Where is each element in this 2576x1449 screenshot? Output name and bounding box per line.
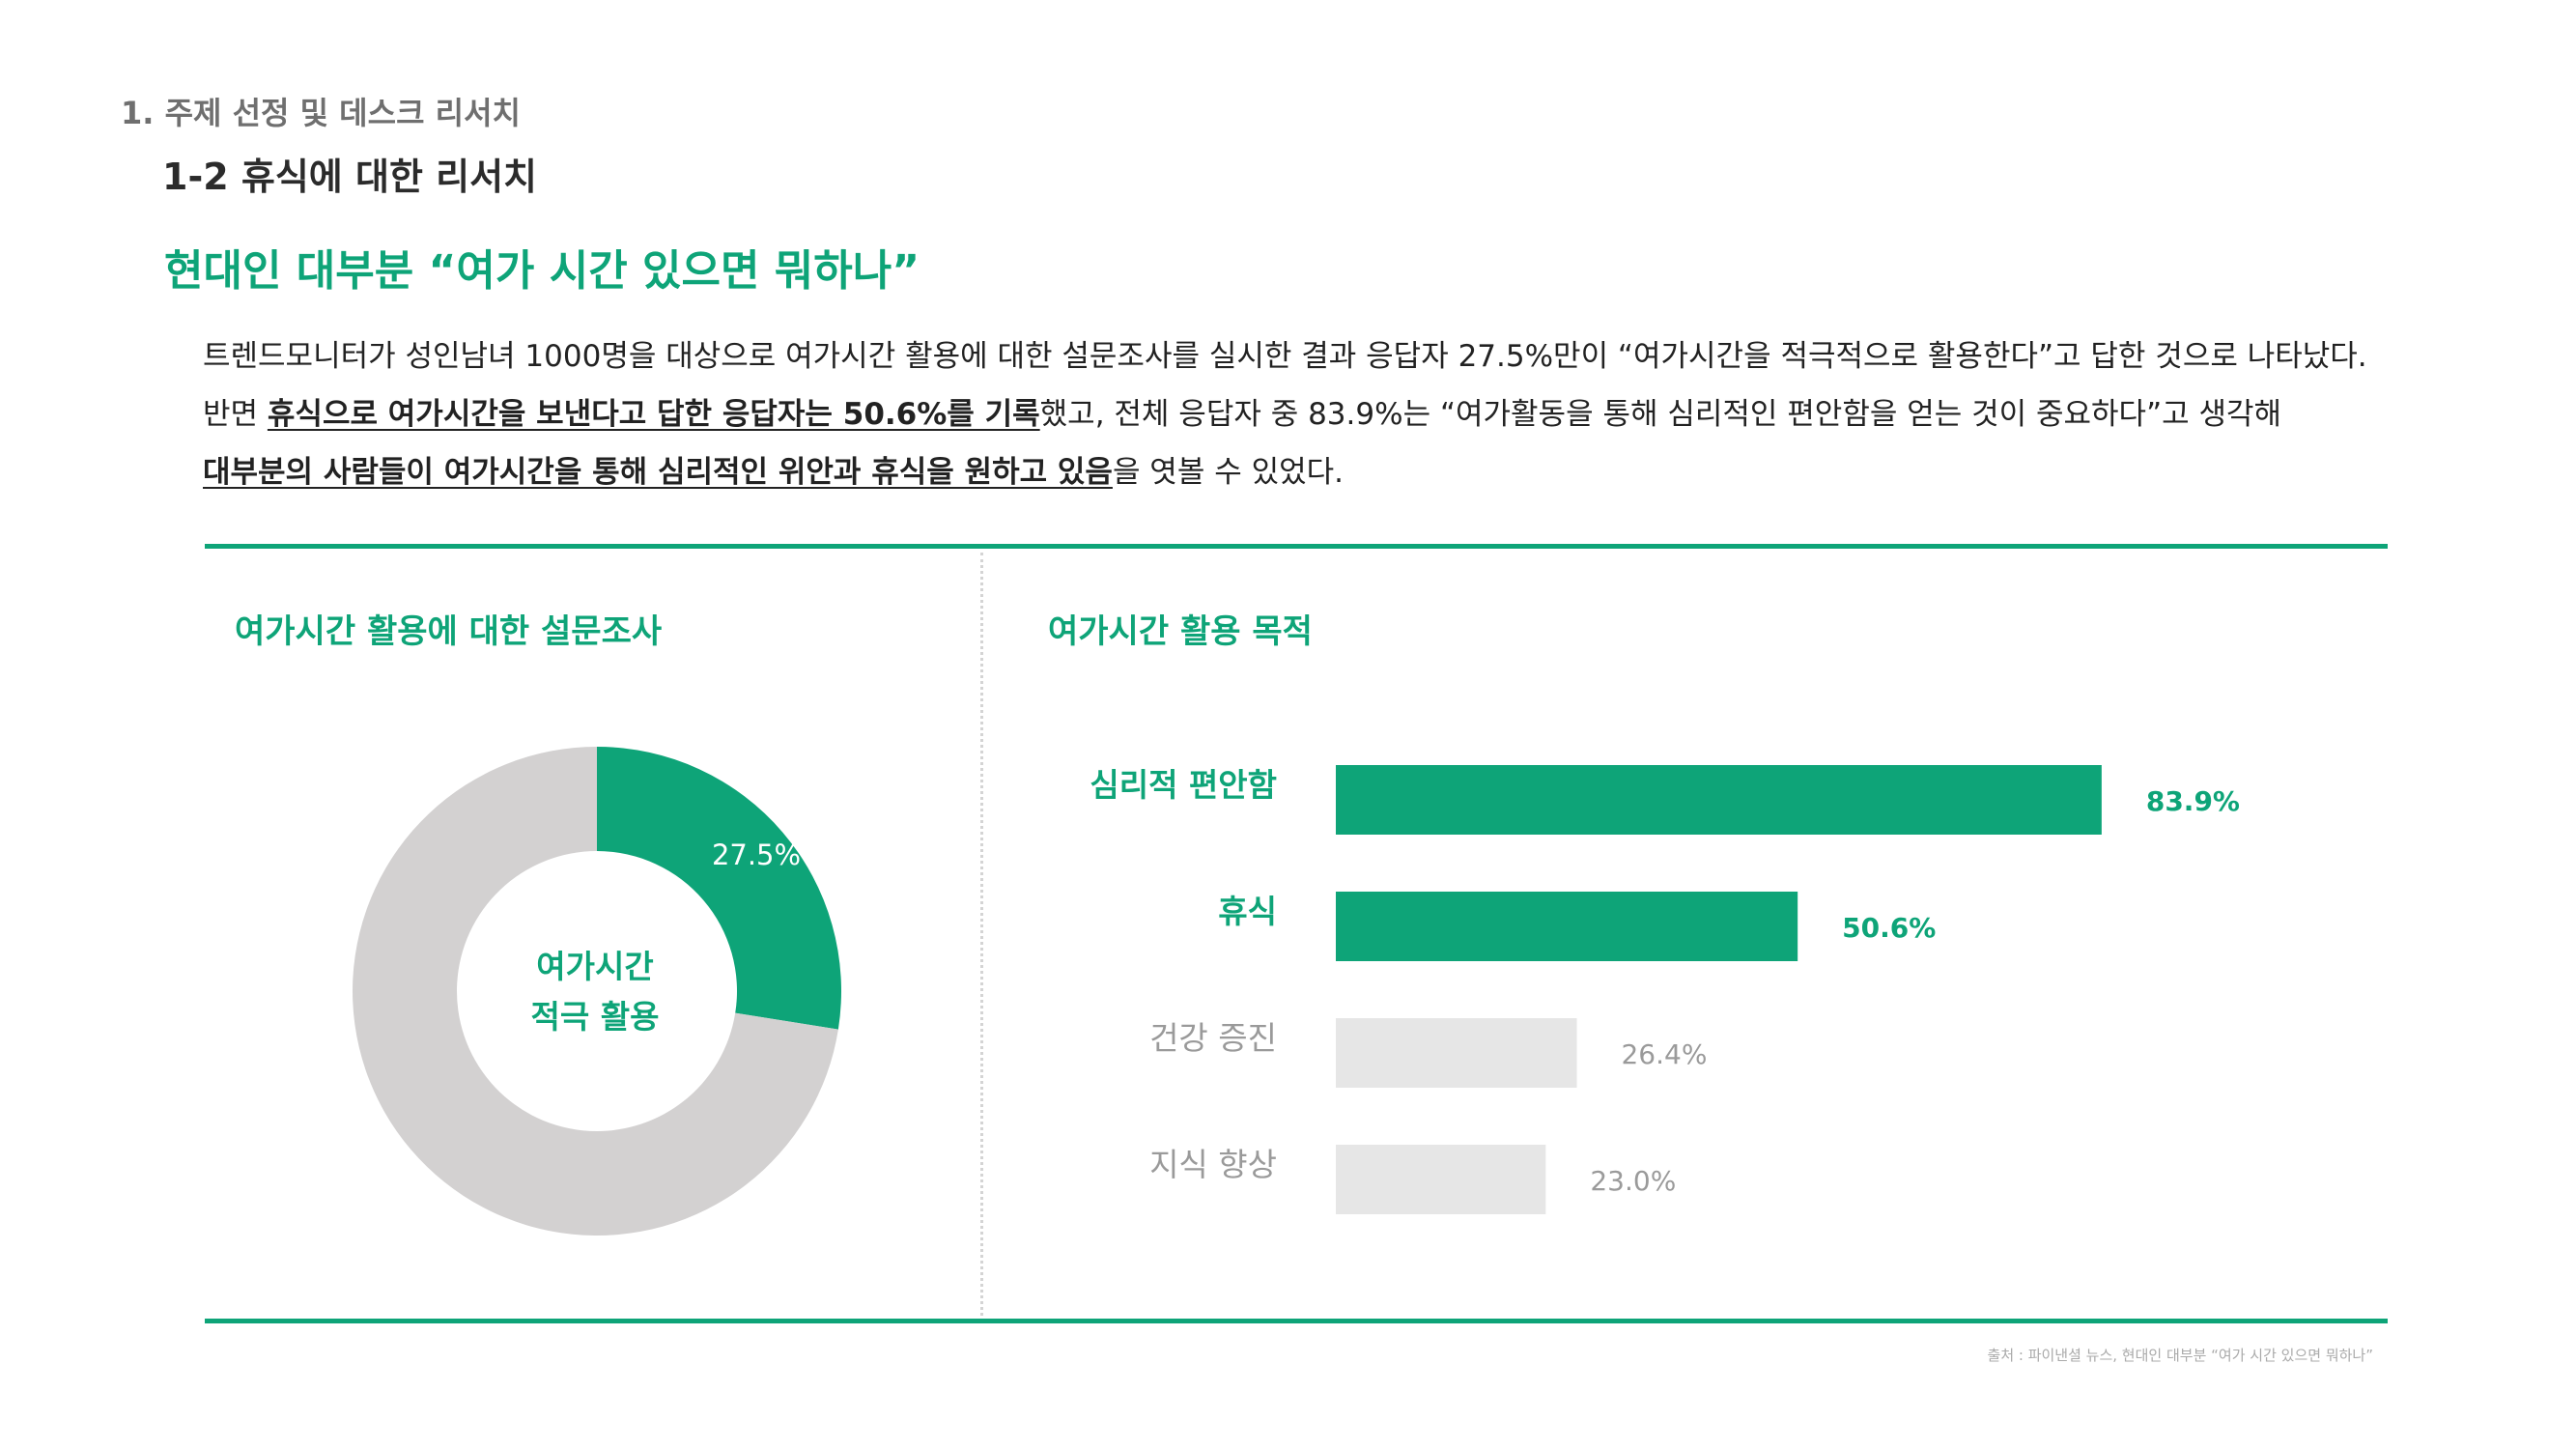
body-text: 했고, 전체 응답자 중 83.9%는 “여가활동을 통해 심리적인 편안함을 … bbox=[1039, 397, 2282, 432]
bar-category-label: 휴식 bbox=[1218, 893, 1277, 930]
bar bbox=[1336, 1145, 1546, 1214]
donut-center-line-2: 적극 활용 bbox=[530, 998, 660, 1036]
donut-center-label: 여가시간 적극 활용 bbox=[444, 942, 746, 1042]
bar-value-label: 83.9% bbox=[2146, 785, 2240, 817]
bar-value-label: 26.4% bbox=[1621, 1038, 1707, 1070]
bottom-rule bbox=[205, 1319, 2388, 1323]
section-label: 1. 주제 선정 및 데스크 리서치 bbox=[121, 95, 521, 131]
body-paragraph-line-3: 대부분의 사람들이 여가시간을 통해 심리적인 위안과 휴식을 원하고 있음을 … bbox=[203, 447, 1344, 491]
donut-slice bbox=[353, 747, 838, 1236]
donut-slice bbox=[597, 747, 841, 1030]
bar bbox=[1336, 1018, 1577, 1088]
panel-divider bbox=[980, 553, 983, 1316]
bar-chart-title: 여가시간 활용 목적 bbox=[1048, 612, 1313, 651]
bar-chart: 심리적 편안함 83.9% 휴식 50.6% 건강 증진 26.4% 지식 향상 23.0% bbox=[1090, 765, 2240, 1214]
body-text: 반면 bbox=[203, 397, 268, 432]
body-paragraph-line-2: 반면 휴식으로 여가시간을 보낸다고 답한 응답자는 50.6%를 기록했고, … bbox=[203, 389, 2281, 433]
bar-value-label: 50.6% bbox=[1842, 912, 1936, 944]
bar-value-label: 23.0% bbox=[1590, 1165, 1676, 1197]
emphasis-text: 휴식으로 여가시간을 보낸다고 답한 응답자는 50.6%를 기록 bbox=[267, 397, 1040, 432]
bar bbox=[1336, 892, 1798, 961]
donut-slice-label: 27.5% bbox=[712, 838, 801, 871]
bar-category-label: 지식 향상 bbox=[1149, 1146, 1277, 1183]
donut-chart: 27.5% bbox=[353, 747, 841, 1236]
emphasis-text: 대부분의 사람들이 여가시간을 통해 심리적인 위안과 휴식을 원하고 있음 bbox=[203, 455, 1113, 490]
donut-chart-title: 여가시간 활용에 대한 설문조사 bbox=[235, 612, 663, 651]
bar bbox=[1336, 765, 2102, 835]
subsection-title: 1-2 휴식에 대한 리서치 bbox=[162, 156, 538, 198]
body-text: 을 엿볼 수 있었다. bbox=[1112, 455, 1344, 490]
bar-category-label: 심리적 편안함 bbox=[1090, 766, 1277, 804]
donut-center-line-1: 여가시간 bbox=[536, 948, 654, 985]
body-paragraph-line-1: 트렌드모니터가 성인남녀 1000명을 대상으로 여가시간 활용에 대한 설문조… bbox=[203, 339, 2367, 374]
headline: 현대인 대부분 “여가 시간 있으면 뭐하나” bbox=[164, 246, 920, 296]
bar-category-label: 건강 증진 bbox=[1149, 1019, 1277, 1057]
source-note: 출처 : 파이낸셜 뉴스, 현대인 대부분 “여가 시간 있으면 뭐하나” bbox=[1987, 1347, 2373, 1364]
top-rule bbox=[205, 544, 2388, 549]
